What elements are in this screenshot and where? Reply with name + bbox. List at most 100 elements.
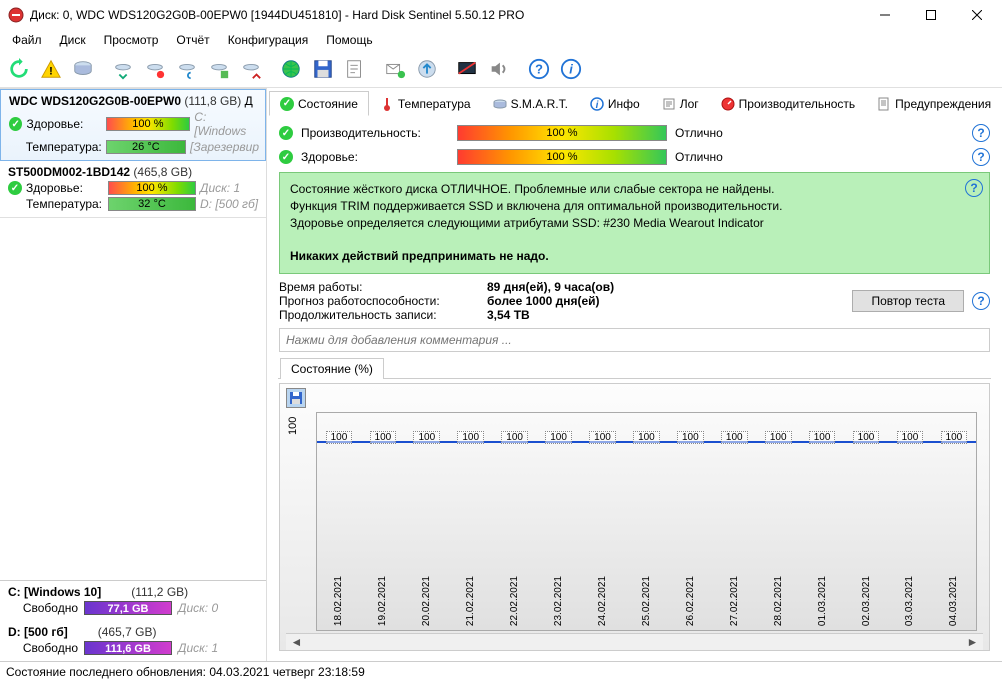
chart-point-labels: 1001001001001001001001001001001001001001… [317,431,976,444]
chart-point: 100 [501,431,528,444]
disk-item-1[interactable]: ST500DM002-1BD142 (465,8 GB) ✓ Здоровье:… [0,161,266,218]
help-icon[interactable]: ? [972,124,990,142]
test5-icon[interactable] [236,54,266,84]
chart-x-label: 20.02.2021 [421,576,432,626]
chart-point: 100 [809,431,836,444]
menu-disk[interactable]: Диск [52,31,94,49]
chart-x-label: 18.02.2021 [333,576,344,626]
retest-button[interactable]: Повтор теста [852,290,964,312]
menu-view[interactable]: Просмотр [96,31,167,49]
comment-input[interactable] [279,328,990,352]
disk-extra2: D: [500 гб] [200,197,258,211]
chart-x-label: 03.03.2021 [904,576,915,626]
status-message-box: Состояние жёсткого диска ОТЛИЧНОЕ. Пробл… [279,172,990,274]
globe-icon[interactable] [276,54,306,84]
chart-x-label: 26.02.2021 [685,576,696,626]
disk-icon[interactable] [68,54,98,84]
partition-item-1[interactable]: D: [500 гб](465,7 GB) Свободно 111,6 GB … [0,621,266,661]
status-line: Функция TRIM поддерживается SSD и включе… [290,198,979,215]
svg-text:i: i [596,100,599,111]
help-icon[interactable]: ? [965,179,983,197]
performance-row: ✓ Производительность: 100 % Отлично ? [279,124,990,142]
disk-extra2: [Зарезервир [190,140,259,154]
scroll-left-icon[interactable]: ◄ [288,635,305,650]
kv-val: 89 дня(ей), 9 часа(ов) [487,280,614,294]
status-line: Никаких действий предпринимать не надо. [290,248,979,265]
sidebar: WDC WDS120G2G0B-00EPW0 (111,8 GB) Д ✓ Зд… [0,88,267,661]
tab-smart[interactable]: S.M.A.R.T. [482,91,579,116]
health-bar: 100 % [457,149,667,165]
chart-scrollbar[interactable]: ◄ ► [286,633,983,650]
doc-icon [877,97,891,111]
test4-icon[interactable] [204,54,234,84]
check-icon: ✓ [8,181,22,195]
disk-list: WDC WDS120G2G0B-00EPW0 (111,8 GB) Д ✓ Зд… [0,88,266,218]
chart-x-label: 21.02.2021 [465,576,476,626]
tab-status[interactable]: ✓Состояние [269,91,369,116]
refresh-icon[interactable] [4,54,34,84]
kv-val: 3,54 ТВ [487,308,530,322]
check-icon: ✓ [279,126,293,140]
menubar: Файл Диск Просмотр Отчёт Конфигурация По… [0,30,1002,50]
gauge-icon [721,97,735,111]
chart-x-label: 27.02.2021 [729,576,740,626]
menu-config[interactable]: Конфигурация [220,31,317,49]
disk-item-0[interactable]: WDC WDS120G2G0B-00EPW0 (111,8 GB) Д ✓ Зд… [0,89,266,161]
chart-x-label: 02.03.2021 [861,576,872,626]
save-chart-icon[interactable] [286,388,306,408]
tab-warnings[interactable]: Предупреждения [866,91,1002,116]
menu-file[interactable]: Файл [4,31,50,49]
check-icon: ✓ [280,97,294,111]
test3-icon[interactable] [172,54,202,84]
info-icon: i [590,97,604,111]
free-label: Свободно [8,601,78,615]
chart-point: 100 [545,431,572,444]
tab-performance[interactable]: Производительность [710,91,866,116]
send-icon[interactable] [380,54,410,84]
chart-x-label: 01.03.2021 [817,576,828,626]
check-icon: ✓ [9,117,22,131]
menu-report[interactable]: Отчёт [168,31,217,49]
scroll-right-icon[interactable]: ► [964,635,981,650]
menu-help[interactable]: Помощь [318,31,380,49]
partition-size: (465,7 GB) [98,625,157,639]
help-icon[interactable]: ? [524,54,554,84]
chart-point: 100 [457,431,484,444]
svg-text:?: ? [535,61,543,76]
upload-icon[interactable] [412,54,442,84]
minimize-button[interactable] [862,0,908,30]
health-label: Здоровье: [26,181,104,195]
test2-icon[interactable] [140,54,170,84]
tab-log[interactable]: Лог [651,91,710,116]
save-icon[interactable] [308,54,338,84]
help-icon[interactable]: ? [972,292,990,310]
partition-list: C: [Windows 10](111,2 GB) Свободно 77,1 … [0,580,266,661]
svg-text:!: ! [49,65,53,77]
chart-tab[interactable]: Состояние (%) [280,358,384,379]
partition-title: D: [500 гб] [8,625,68,639]
disk-name: ST500DM002-1BD142 [8,165,130,179]
alert-icon[interactable]: ! [36,54,66,84]
disk-extra: Диск: 1 [200,181,240,195]
help-icon[interactable]: ? [972,148,990,166]
chart-point: 100 [941,431,968,444]
tab-info[interactable]: iИнфо [579,91,651,116]
chart-x-label: 23.02.2021 [553,576,564,626]
close-button[interactable] [954,0,1000,30]
sound-icon[interactable] [484,54,514,84]
tab-temperature[interactable]: Температура [369,91,482,116]
report-icon[interactable] [340,54,370,84]
temp-label: Температура: [26,197,104,211]
check-icon: ✓ [279,150,293,164]
test1-icon[interactable] [108,54,138,84]
health-bar: 100 % [108,181,196,195]
maximize-button[interactable] [908,0,954,30]
chart-point: 100 [721,431,748,444]
health-text: Отлично [675,150,723,164]
about-icon[interactable]: i [556,54,586,84]
free-bar: 77,1 GB [84,601,172,615]
chart-x-labels: 18.02.202119.02.202120.02.202121.02.2021… [317,576,976,626]
settings-icon[interactable] [452,54,482,84]
partition-item-0[interactable]: C: [Windows 10](111,2 GB) Свободно 77,1 … [0,581,266,621]
tabs: ✓Состояние Температура S.M.A.R.T. iИнфо … [269,90,1000,116]
